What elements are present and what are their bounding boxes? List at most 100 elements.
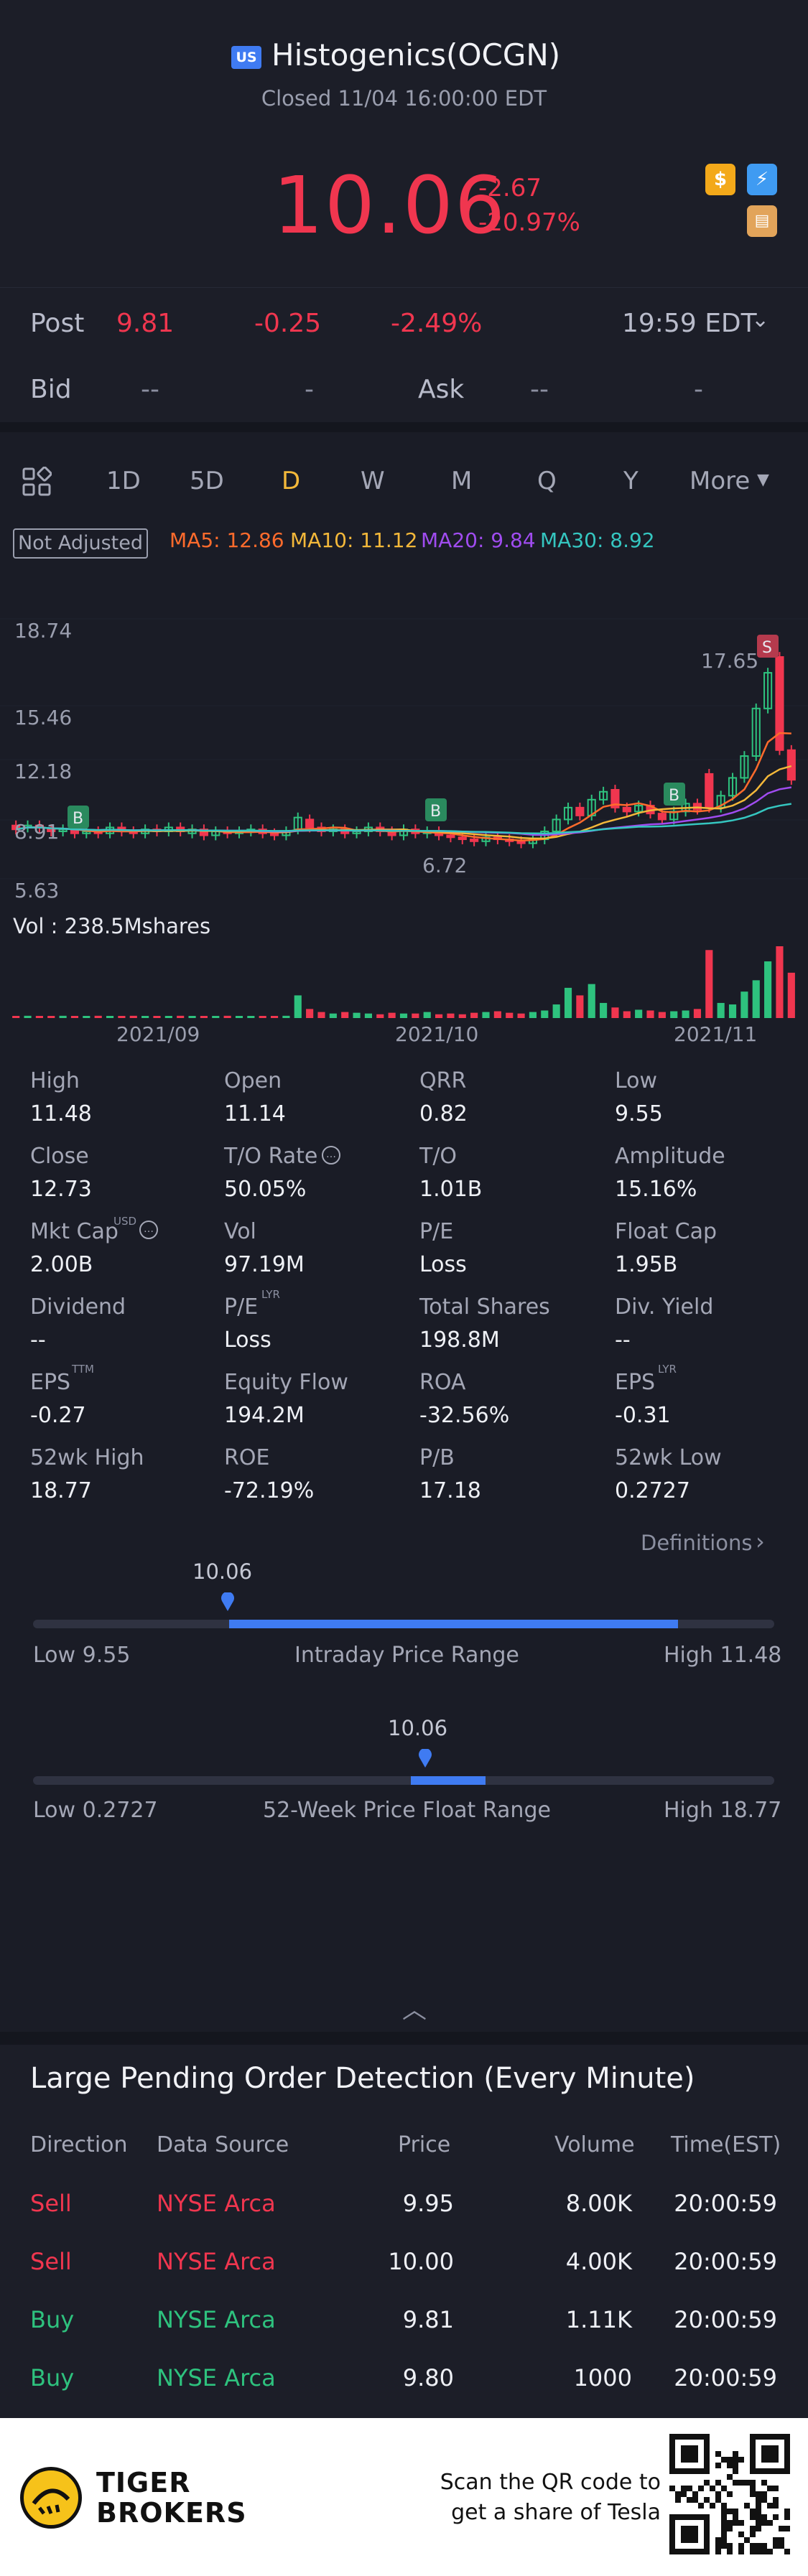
volume-bar	[541, 1010, 549, 1018]
volume-bar	[693, 1009, 702, 1018]
volume-bar	[776, 946, 784, 1018]
post-change: -0.25	[254, 309, 322, 338]
volume-bar	[435, 1014, 443, 1018]
candle	[516, 840, 526, 844]
stat-label-high: High	[30, 1068, 80, 1093]
volume-bar	[153, 1016, 161, 1018]
info-icon[interactable]: …	[139, 1221, 158, 1239]
y-tick: 5.63	[14, 879, 59, 902]
chevron-up-icon[interactable]: ︿	[402, 1996, 427, 2025]
chevron-down-icon[interactable]: ⌄	[751, 307, 770, 332]
candle	[610, 789, 620, 808]
volume-bar	[412, 1013, 419, 1018]
info-icon[interactable]: …	[322, 1146, 340, 1165]
stat-value-roe: -72.19%	[224, 1478, 315, 1503]
volume-bar	[728, 1004, 737, 1018]
pending-orders-panel	[0, 2045, 808, 2418]
tab-weekly[interactable]: W	[361, 467, 385, 495]
volume-bar	[353, 1012, 361, 1018]
volume-bar	[259, 1016, 266, 1018]
volume-bar	[517, 1013, 525, 1018]
week52-range-fill	[411, 1776, 486, 1785]
candle	[305, 818, 315, 829]
stock-name[interactable]: Histogenics(OCGN)	[271, 37, 561, 73]
location-pin-icon	[220, 1591, 235, 1611]
week52-current: 10.06	[388, 1716, 448, 1740]
order-time: 20:00:59	[674, 2190, 777, 2217]
order-price: 9.95	[402, 2190, 454, 2217]
candle	[634, 805, 644, 813]
volume-bar	[717, 1002, 725, 1018]
volume-bar	[164, 1016, 172, 1018]
post-label: Post	[30, 309, 85, 338]
volume-bar	[611, 1007, 619, 1018]
definitions-link[interactable]: Definitions	[641, 1531, 753, 1555]
col-price: Price	[398, 2132, 451, 2157]
price-chart[interactable]: 18.74 15.46 12.18 8.91 5.63 17.65 6.72 V…	[0, 567, 808, 1070]
bid-size: -	[305, 375, 314, 404]
tab-daily[interactable]: D	[282, 467, 301, 495]
sell-marker-icon: S	[757, 635, 779, 658]
tab-yearly[interactable]: Y	[623, 467, 638, 495]
qr-code-icon[interactable]	[669, 2434, 790, 2554]
volume-bar	[270, 1016, 279, 1018]
stat-value-float-cap: 1.95B	[615, 1252, 678, 1277]
intraday-title: Intraday Price Range	[294, 1643, 519, 1668]
stat-value-52wk-low: 0.2727	[615, 1478, 690, 1503]
tab-monthly[interactable]: M	[451, 467, 473, 495]
volume-bar	[576, 995, 584, 1018]
order-source: NYSE Arca	[157, 2364, 276, 2391]
adjust-toggle[interactable]: Not Adjusted	[13, 528, 148, 559]
volume-bar	[59, 1015, 67, 1018]
stat-label-52wk-high: 52wk High	[30, 1445, 144, 1470]
stat-value-dividend: --	[30, 1327, 46, 1353]
volume-bar	[106, 1016, 114, 1018]
volume-bar	[47, 1016, 55, 1018]
tab-quarterly[interactable]: Q	[537, 467, 557, 495]
col-time: Time(EST)	[671, 2132, 781, 2157]
flash-icon[interactable]: ⚡	[747, 164, 777, 195]
tiger-logo-icon	[20, 2467, 82, 2529]
candle	[716, 795, 725, 808]
brand-name: BROKERS	[96, 2497, 247, 2529]
volume-bar	[282, 1015, 290, 1018]
stat-label-pe: P/E	[419, 1219, 454, 1244]
volume-bar	[423, 1012, 431, 1018]
last-price: 10.06	[273, 159, 506, 251]
col-direction: Direction	[30, 2132, 128, 2157]
dollar-icon[interactable]: $	[705, 164, 735, 195]
candle	[657, 813, 667, 821]
stat-label-amplitude: Amplitude	[615, 1144, 725, 1169]
tab-more[interactable]: More	[689, 467, 751, 495]
post-price: 9.81	[116, 309, 175, 338]
volume-bar	[493, 1011, 501, 1018]
buy-marker-icon: B	[68, 806, 89, 829]
volume-bar	[564, 987, 572, 1018]
stat-value-qrr: 0.82	[419, 1101, 468, 1126]
candle	[763, 672, 773, 709]
chevron-right-icon[interactable]: ›	[756, 1528, 765, 1555]
post-time[interactable]: 19:59 EDT	[622, 309, 757, 338]
order-time: 20:00:59	[674, 2306, 777, 2333]
volume-bar	[787, 972, 795, 1018]
tab-1d[interactable]: 1D	[106, 467, 141, 495]
caret-down-icon[interactable]: ▼	[757, 471, 769, 489]
stat-value-amplitude: 15.16%	[615, 1177, 697, 1202]
tab-5d[interactable]: 5D	[190, 467, 224, 495]
ma5-value: MA5: 12.86	[170, 528, 284, 552]
order-source: NYSE Arca	[157, 2248, 276, 2275]
candle	[622, 806, 631, 813]
x-tick: 2021/11	[674, 1022, 757, 1046]
location-pin-icon	[418, 1747, 432, 1768]
intraday-range-bar	[33, 1620, 774, 1628]
ma20-value: MA20: 9.84	[421, 528, 536, 552]
grid-layout-icon[interactable]	[22, 466, 52, 497]
stat-label-mkt-cap: Mkt Cap	[30, 1219, 119, 1244]
learn-icon[interactable]: ▤	[747, 205, 777, 237]
scan-text: get a share of Tesla	[451, 2500, 661, 2525]
order-volume: 1000	[573, 2364, 632, 2391]
stat-value-mkt-cap: 2.00B	[30, 1252, 93, 1277]
candle	[575, 806, 585, 816]
stat-label-to: T/O	[419, 1144, 458, 1169]
stat-label-open: Open	[224, 1068, 282, 1093]
